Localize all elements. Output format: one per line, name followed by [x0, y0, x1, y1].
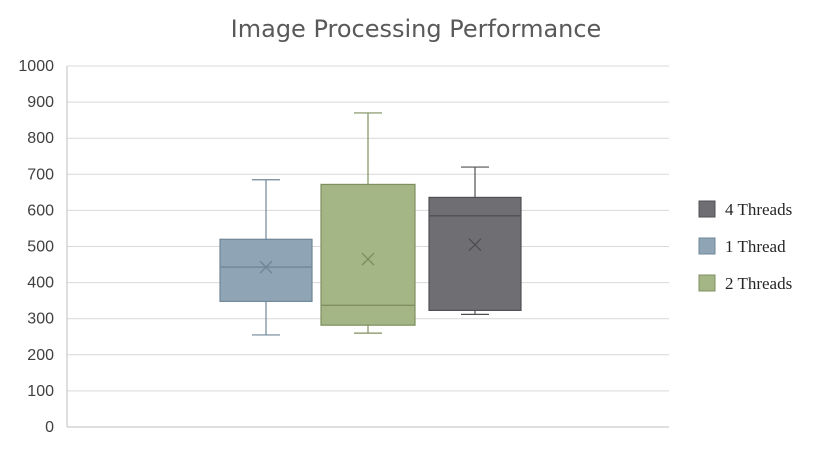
y-tick-label-100: 100 — [27, 383, 54, 400]
legend-label: 4 Threads — [725, 200, 792, 219]
box-2-threads — [320, 112, 416, 334]
mean-marker-b — [468, 238, 482, 252]
y-tick-label-300: 300 — [27, 311, 54, 328]
y-tick-label-200: 200 — [27, 347, 54, 364]
legend-item-1-thread: 1 Thread — [698, 237, 786, 256]
legend-item-2-threads: 2 Threads — [698, 274, 792, 293]
legend-label: 1 Thread — [725, 237, 786, 256]
legend-swatch — [698, 200, 716, 218]
chart-title: Image Processing Performance — [231, 15, 602, 43]
y-tick-label-700: 700 — [27, 166, 54, 183]
legend-swatch — [698, 237, 716, 255]
mean-marker-b — [259, 260, 273, 274]
y-tick-label-800: 800 — [27, 130, 54, 147]
box-series — [219, 112, 522, 336]
y-tick-label-600: 600 — [27, 202, 54, 219]
y-tick-label-1000: 1000 — [18, 58, 54, 75]
y-tick-label-400: 400 — [27, 275, 54, 292]
box-1-thread — [219, 179, 313, 336]
legend-label: 2 Threads — [725, 274, 792, 293]
y-tick-label-500: 500 — [27, 239, 54, 256]
box-iqr — [320, 183, 416, 326]
y-axis-tick-labels: 0 100 200 300 400 500 600 700 800 900 1000 — [18, 58, 54, 436]
y-tick-label-900: 900 — [27, 94, 54, 111]
mean-marker-b — [361, 252, 375, 266]
legend-swatch — [698, 274, 716, 292]
box-iqr — [428, 196, 522, 311]
box-4-threads — [428, 166, 522, 315]
legend: 4 Threads 1 Thread 2 Threads — [698, 200, 792, 293]
box-iqr — [219, 238, 313, 302]
y-tick-label-0: 0 — [45, 419, 54, 436]
legend-item-4-threads: 4 Threads — [698, 200, 792, 219]
